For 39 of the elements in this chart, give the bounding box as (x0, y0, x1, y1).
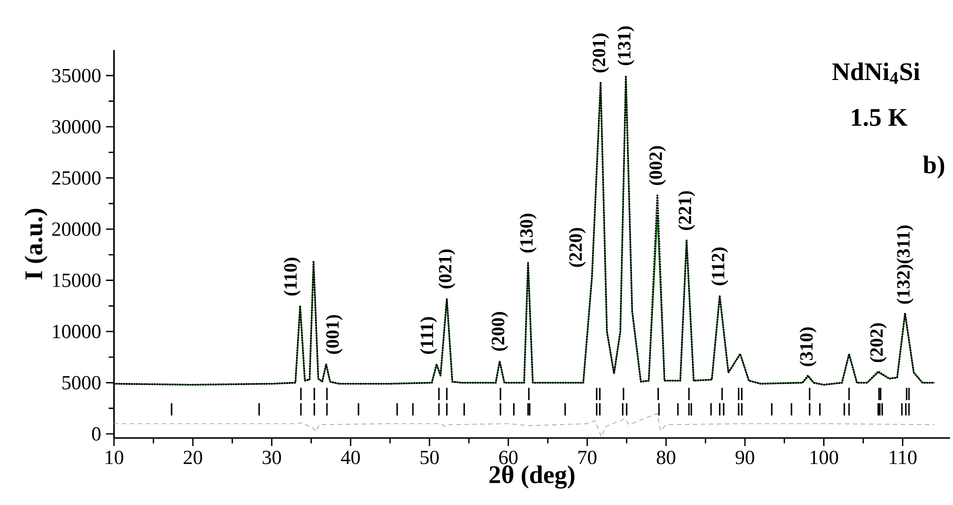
chart-title: NdNi$_{4}$Si (832, 62, 920, 84)
annotation: (220) (568, 228, 586, 267)
annotation: (221) (678, 191, 696, 230)
annotation: (110) (284, 258, 301, 296)
annotation: (130) (520, 214, 537, 253)
annotation: (021) (438, 250, 456, 288)
annotation: (201) (592, 34, 610, 72)
x-tick-label: 90 (736, 450, 754, 464)
y-tick-label: 15000 (53, 274, 101, 288)
y-tick-label: 0 (92, 427, 101, 441)
x-tick-label: 100 (810, 450, 838, 464)
annotation: (002) (648, 146, 666, 185)
x-tick-label: 50 (420, 450, 439, 464)
y-tick-label: 20000 (52, 222, 101, 236)
annotation: (132)(311) (896, 226, 914, 304)
annotation: b) (923, 156, 944, 179)
x-tick-label: 80 (656, 450, 676, 464)
annotation: 1.5 K (852, 109, 908, 126)
annotation: (112) (711, 248, 728, 286)
x-tick-label: 40 (341, 450, 360, 464)
annotation: (200) (491, 312, 508, 351)
x-tick-label: 20 (184, 450, 202, 464)
annotation: (131) (617, 26, 634, 66)
x-axis-title: 2θ (deg) (490, 465, 574, 489)
annotation: (310) (800, 327, 816, 366)
y-tick-label: 35000 (52, 68, 101, 82)
x-tick-label: 10 (106, 450, 124, 464)
annotation: (202) (870, 323, 887, 362)
y-tick-label: 30000 (52, 120, 101, 134)
x-tick-label: 30 (262, 450, 281, 464)
y-tick-label: 5000 (62, 376, 101, 390)
x-tick-label: 60 (499, 450, 518, 464)
annotation: (111) (420, 317, 438, 354)
y-tick-label: 25000 (52, 171, 101, 185)
y-axis-title: I (a.u.) (24, 208, 48, 280)
annotation: (001) (326, 315, 343, 354)
x-tick-label: 110 (890, 450, 917, 464)
x-tick-label: 70 (578, 450, 596, 464)
y-tick-label: 10000 (53, 324, 101, 338)
